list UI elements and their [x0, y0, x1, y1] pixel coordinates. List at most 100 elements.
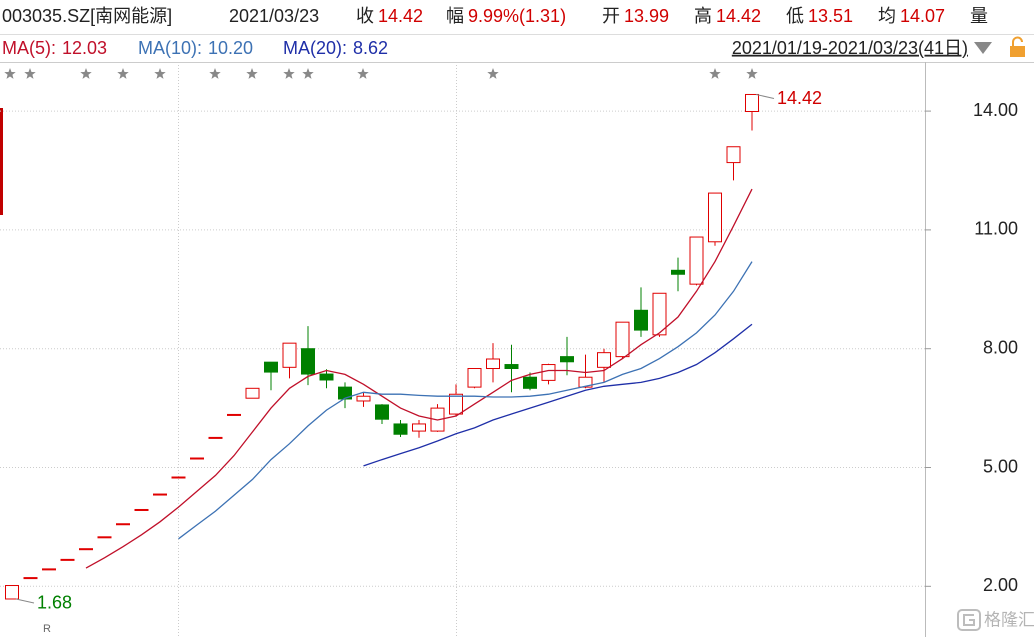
date: 2021/03/23 [229, 6, 319, 26]
event-star [709, 68, 721, 79]
legend-label: MA(20): [283, 38, 347, 58]
candle-body [190, 457, 204, 460]
candle-body [597, 352, 611, 368]
field-label: 低 [786, 6, 804, 26]
event-star [24, 68, 36, 79]
watermark: 格隆汇 [957, 609, 1034, 631]
candle-body [393, 423, 408, 435]
candle-body [523, 376, 537, 389]
candle-body [504, 364, 519, 370]
legend: MA(5): 12.03 MA(10): 10.20 MA(20): 8.62 [2, 38, 388, 58]
event-star [4, 68, 16, 79]
y-tick-label: 5.00 [983, 456, 1018, 476]
y-tick-label: 14.00 [973, 100, 1018, 120]
event-stars [4, 68, 758, 79]
candle-body [42, 568, 56, 571]
event-star [746, 68, 758, 79]
field-value: 13.51 [808, 6, 853, 26]
candle-body [745, 93, 759, 113]
dropdown-icon[interactable] [974, 42, 992, 54]
ma-line [178, 261, 753, 540]
candle-body [282, 342, 297, 368]
candle-body [375, 404, 389, 420]
candle-body [486, 358, 500, 370]
event-star [154, 68, 166, 79]
y-tick-label: 8.00 [983, 337, 1018, 357]
y-tick-label: 2.00 [983, 575, 1018, 595]
candle-body [264, 361, 278, 373]
annotation-leader [15, 598, 35, 604]
candle-body [338, 386, 352, 400]
candle-body [467, 368, 482, 388]
field-label: 收 [356, 6, 374, 26]
candle-body [97, 536, 112, 539]
field-value: 13.99 [624, 6, 669, 26]
field-value: 14.07 [900, 6, 945, 26]
annotation-leader [755, 93, 775, 99]
candle-body [708, 192, 722, 243]
date-range[interactable]: 2021/01/19-2021/03/23(41日) [732, 38, 968, 58]
candle-body [726, 146, 741, 164]
lock-icon[interactable] [1010, 36, 1025, 58]
ma-line [363, 323, 753, 467]
event-star [302, 68, 314, 79]
candle-body [578, 376, 593, 388]
field-label: 均 [878, 6, 896, 26]
candle-body [689, 236, 704, 285]
candle-body [5, 585, 19, 600]
legend-value: 10.20 [208, 38, 253, 58]
candle-body [23, 577, 38, 580]
legend-entry: MA(10): 10.20 [138, 38, 253, 58]
candle-body [171, 476, 186, 479]
candle-body [301, 348, 315, 375]
legend-entry: MA(5): 12.03 [2, 38, 107, 58]
field-value: 9.99%(1.31) [468, 6, 566, 26]
event-star [283, 68, 295, 79]
candle-body [671, 269, 685, 275]
candle-body [134, 508, 149, 511]
legend-value: 12.03 [62, 38, 107, 58]
candle-body [79, 548, 93, 551]
candle-body [319, 373, 334, 381]
candle-body [245, 387, 260, 399]
field-label: 高 [694, 6, 712, 26]
watermark-text: 格隆汇 [984, 610, 1034, 629]
side-marker [0, 108, 3, 215]
legend-value: 8.62 [353, 38, 388, 58]
y-tick-label: 11.00 [974, 219, 1018, 239]
stock-code: 003035.SZ[南网能源] [2, 6, 172, 26]
candle-body [227, 413, 241, 416]
event-star [487, 68, 499, 79]
event-star [246, 68, 258, 79]
candle-body [153, 493, 167, 496]
candle-body [615, 321, 630, 358]
event-star [357, 68, 369, 79]
plot: 2.00 5.00 8.00 11.00 14.00 14.42 1.68 R [0, 88, 1018, 635]
candle-body [356, 395, 371, 402]
field-label: 幅 [446, 6, 464, 26]
legend-entry: MA(20): 8.62 [283, 38, 388, 58]
event-star [80, 68, 92, 79]
candle-body [60, 558, 75, 561]
header-fields: 收 14.42 幅 9.99%(1.31) 开 13.99 高 14.42 低 13.51 均 14.… [356, 6, 988, 26]
candle-body [449, 393, 463, 415]
field-label: 开 [602, 6, 620, 26]
field-value: 14.42 [378, 6, 423, 26]
event-star [117, 68, 129, 79]
ma-line [85, 188, 753, 569]
event-star [209, 68, 221, 79]
candle-body [541, 364, 556, 381]
field-value: 14.42 [716, 6, 761, 26]
candle-body [634, 309, 648, 331]
candle-body [412, 423, 426, 432]
annotation-label: 14.42 [777, 88, 822, 108]
annotation-label: 1.68 [37, 593, 72, 613]
bottom-marker: R [43, 623, 51, 635]
candle-body [116, 523, 130, 526]
candle-body [652, 292, 667, 336]
legend-label: MA(10): [138, 38, 202, 58]
field-label: 量 [970, 6, 988, 26]
candle-body [560, 356, 574, 363]
